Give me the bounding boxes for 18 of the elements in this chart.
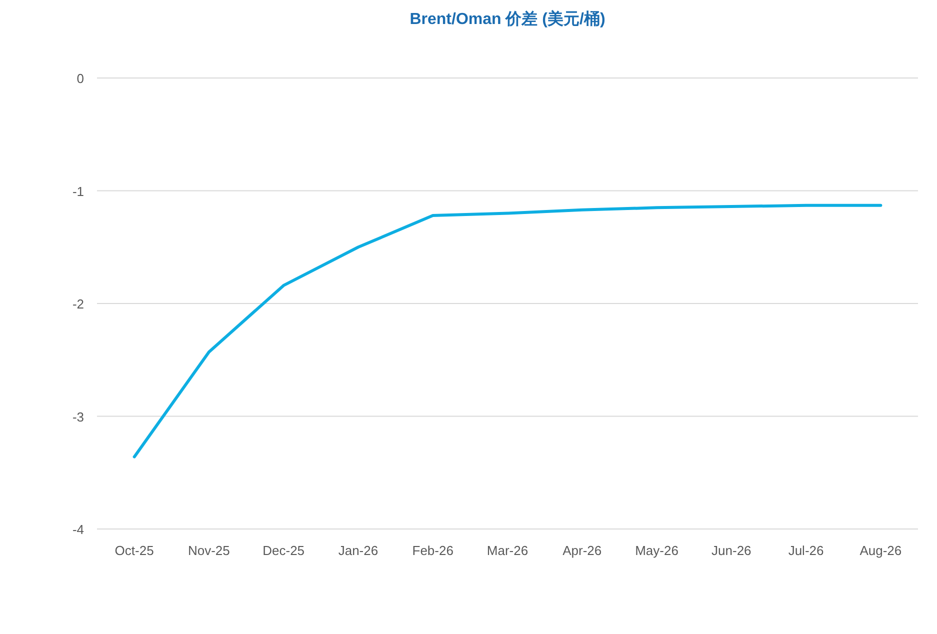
y-tick-label: 0 [76,71,84,86]
x-tick-label: Jul-26 [788,543,824,558]
x-tick-label: Jun-26 [712,543,752,558]
y-tick-label: -3 [72,409,84,424]
x-tick-label: Aug-26 [860,543,902,558]
x-tick-label: May-26 [635,543,678,558]
x-tick-label: Dec-25 [262,543,305,558]
chart-title: Brent/Oman 价差 (美元/桶) [410,9,606,28]
x-tick-label: Apr-26 [562,543,602,558]
y-tick-label: -4 [72,522,84,537]
x-tick-label: Nov-25 [188,543,230,558]
x-tick-label: Feb-26 [412,543,454,558]
x-tick-label: Mar-26 [486,543,528,558]
line-series [132,204,882,458]
y-tick-label: -2 [72,296,84,312]
y-tick-label: -1 [72,184,84,199]
x-tick-label: Oct-25 [114,543,154,558]
x-tick-label: Jan-26 [338,543,378,558]
